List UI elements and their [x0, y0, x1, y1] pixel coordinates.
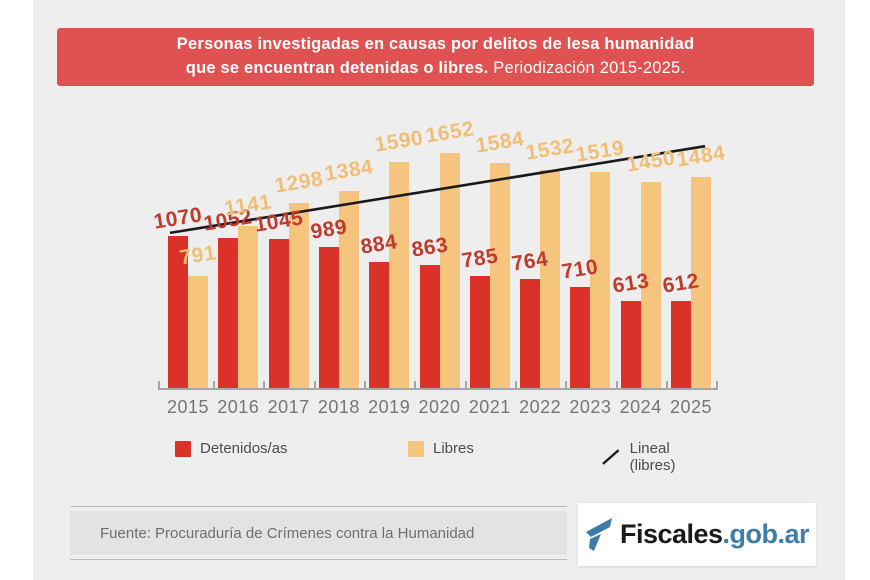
axis-tick-4: [364, 381, 366, 388]
logo-text-black: Fiscales: [619, 519, 723, 549]
legend-label-detenidos: Detenidos/as: [200, 440, 288, 457]
bar-chart: 1070 791 1052 1141 1045 1298 989 1384 884 1590 863…: [152, 117, 727, 390]
year-label-2015: 2015: [166, 397, 210, 417]
axis-tick-2: [263, 381, 266, 388]
source-box: Fuente: Procuraduría de Crímenes contra …: [70, 511, 567, 555]
libres-swatch-icon: [408, 440, 424, 457]
bar-detenidos-2024: [620, 300, 641, 388]
axis-tick-11: [716, 381, 718, 388]
bar-detenidos-2015: [168, 235, 188, 388]
year-label-2024: 2024: [619, 397, 662, 417]
axis-tick-7: [514, 381, 517, 388]
axis-tick-6: [464, 381, 467, 388]
axis-tick-1: [213, 381, 216, 388]
bar-libres-2018: [338, 191, 359, 388]
fiscales-logo-text: Fiscales.gob.ar: [619, 519, 810, 550]
bar-detenidos-2025: [671, 300, 691, 388]
year-label-2020: 2020: [418, 397, 461, 417]
year-label-2017: 2017: [267, 397, 310, 417]
bar-detenidos-2022: [520, 279, 541, 388]
year-label-2016: 2016: [217, 397, 260, 417]
bar-detenidos-2019: [369, 262, 390, 388]
year-label-2022: 2022: [519, 397, 562, 417]
bar-detenidos-2023: [570, 287, 591, 388]
infographic-canvas: Personas investigadas en causas por deli…: [33, 0, 845, 580]
chart-subtitle-period: Periodización 2015-2025.: [493, 59, 686, 77]
axis-tick-8: [565, 381, 568, 388]
data-label-libres-2018: 1384: [322, 155, 375, 186]
x-axis-labels: 2015 2016 2017 2018 2019 2020 2021 2022 2023 2024…: [158, 397, 718, 419]
bar-detenidos-2020: [419, 265, 440, 388]
bar-detenidos-2017: [268, 239, 289, 388]
bar-detenidos-2018: [318, 247, 339, 388]
chart-title-line2-bold: que se encuentran detenidas o libres.: [185, 59, 489, 77]
year-label-2025: 2025: [669, 397, 713, 417]
axis-tick-3: [313, 381, 316, 388]
axis-tick-0: [158, 381, 160, 388]
fiscales-logo: Fiscales.gob.ar: [578, 503, 816, 566]
year-label-2023: 2023: [569, 397, 612, 417]
axis-tick-5: [414, 381, 417, 388]
legend-item-libres: Libres: [408, 440, 474, 457]
bar-libres-2016: [238, 225, 259, 388]
bar-libres-2017: [288, 203, 309, 388]
chart-title-line1: Personas investigadas en causas por deli…: [176, 35, 695, 54]
chart-legend: Detenidos/as Libres Lineal (libres): [158, 440, 718, 474]
bar-libres-2019: [389, 161, 410, 388]
chart-title-line2: que se encuentran detenidas o libres. Pe…: [186, 57, 685, 81]
axis-tick-9: [615, 381, 618, 388]
logo-text-blue: .gob.ar: [722, 519, 810, 549]
year-label-2019: 2019: [368, 397, 411, 417]
title-banner: Personas investigadas en causas por deli…: [57, 28, 814, 86]
legend-item-lineal: Lineal (libres): [601, 440, 718, 474]
axis-tick-10: [665, 381, 668, 388]
legend-label-libres: Libres: [433, 440, 474, 457]
trendline-swatch-icon: [602, 449, 620, 465]
legend-item-detenidos: Detenidos/as: [175, 440, 288, 457]
legend-label-lineal: Lineal (libres): [629, 440, 676, 474]
bar-libres-2015: [188, 275, 208, 388]
source-text: Fuente: Procuraduría de Crímenes contra …: [100, 524, 475, 542]
bar-detenidos-2016: [218, 238, 239, 388]
fiscales-flag-icon: [585, 518, 612, 551]
bar-detenidos-2021: [469, 276, 490, 388]
year-label-2021: 2021: [468, 397, 511, 417]
year-label-2018: 2018: [317, 397, 360, 417]
source-section: Fuente: Procuraduría de Crímenes contra …: [70, 506, 567, 560]
detenidos-swatch-icon: [175, 440, 191, 457]
